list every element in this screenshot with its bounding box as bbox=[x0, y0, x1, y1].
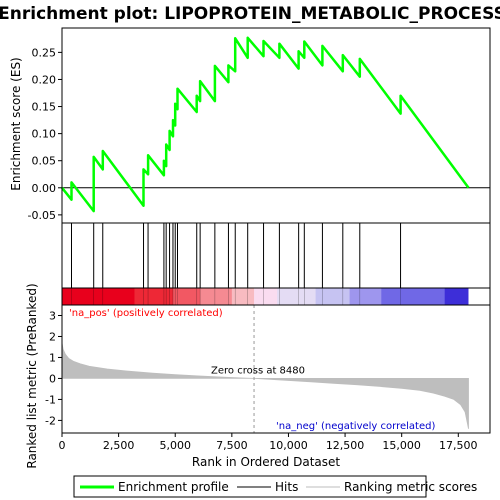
x-tick-label: 17,500 bbox=[439, 439, 478, 452]
ranking-metric-area bbox=[61, 342, 469, 429]
chart-title: Enrichment plot: LIPOPROTEIN_METABOLIC_P… bbox=[0, 4, 500, 24]
color-bar-segment bbox=[200, 288, 233, 305]
es-y-tick-label: 0.20 bbox=[32, 73, 57, 86]
es-y-tick-label: 0.00 bbox=[32, 182, 57, 195]
x-tick-label: 12,500 bbox=[326, 439, 365, 452]
es-axis-label: Enrichment score (ES) bbox=[9, 57, 23, 190]
metric-panel: 'na_pos' (positively correlated) Zero cro… bbox=[45, 304, 491, 452]
x-tick-label: 2,500 bbox=[103, 439, 135, 452]
neg-correlated-label: 'na_neg' (negatively correlated) bbox=[276, 421, 435, 432]
legend-label-hits: Hits bbox=[275, 480, 298, 494]
metric-y-tick-label: 0 bbox=[49, 372, 56, 385]
metric-y-tick-label: 1 bbox=[49, 351, 56, 364]
x-tick-label: 7,500 bbox=[216, 439, 248, 452]
color-bar-segment bbox=[381, 288, 446, 305]
color-bar-segment bbox=[349, 288, 382, 305]
color-bar-segment bbox=[444, 288, 469, 305]
color-bar-segment bbox=[277, 288, 317, 305]
x-tick-label: 15,000 bbox=[382, 439, 421, 452]
rank-axis-label: Rank in Ordered Dataset bbox=[192, 455, 340, 469]
color-bar-segment bbox=[62, 288, 135, 305]
metric-y-tick-label: -1 bbox=[45, 393, 56, 406]
es-panel: -0.05 0.00 0.05 0.10 0.15 0.20 0.25 bbox=[28, 27, 491, 224]
color-bar-segment bbox=[134, 288, 174, 305]
metric-y-tick-label: -2 bbox=[45, 414, 56, 427]
color-bar-segment bbox=[231, 288, 255, 305]
x-tick-label: 0 bbox=[59, 439, 66, 452]
zero-cross-label: Zero cross at 8480 bbox=[211, 365, 305, 376]
hits-frame bbox=[61, 222, 491, 289]
metric-y-tick-label: 3 bbox=[49, 309, 56, 322]
es-y-tick-label: 0.25 bbox=[32, 46, 57, 59]
legend: Enrichment profile Hits Ranking metric s… bbox=[73, 475, 477, 498]
pos-correlated-label: 'na_pos' (positively correlated) bbox=[69, 308, 223, 319]
rank-color-bar bbox=[61, 287, 491, 306]
enrichment-profile-line bbox=[61, 36, 470, 213]
legend-label-profile: Enrichment profile bbox=[118, 480, 229, 494]
color-bar-segment bbox=[254, 288, 278, 305]
metric-plot-area bbox=[62, 305, 490, 433]
x-tick-label: 10,000 bbox=[269, 439, 308, 452]
color-bar-empty bbox=[468, 288, 490, 305]
color-bar-segment bbox=[315, 288, 351, 305]
legend-label-metric: Ranking metric scores bbox=[344, 480, 477, 494]
metric-y-tick-label: 2 bbox=[49, 330, 56, 343]
color-bar-segment bbox=[172, 288, 201, 305]
hits-panel bbox=[61, 222, 491, 289]
x-tick-label: 5,000 bbox=[159, 439, 191, 452]
es-y-tick-label: -0.05 bbox=[28, 209, 56, 222]
es-y-tick-label: 0.10 bbox=[32, 128, 57, 141]
metric-axis-label: Ranked list metric (PreRanked) bbox=[25, 283, 39, 468]
metric-panel-frame bbox=[61, 304, 491, 434]
es-plot-area bbox=[62, 28, 490, 223]
es-y-tick-label: 0.05 bbox=[32, 155, 57, 168]
es-y-tick-label: 0.15 bbox=[32, 101, 57, 114]
